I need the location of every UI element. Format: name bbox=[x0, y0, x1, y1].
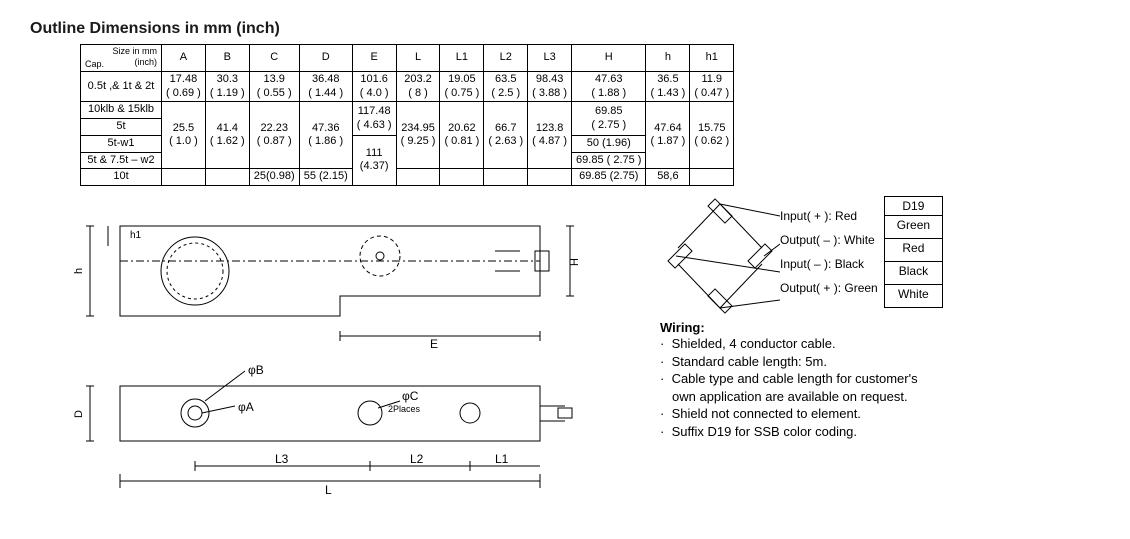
wiring-title: Wiring: bbox=[660, 320, 1100, 335]
d19-header: D19 bbox=[885, 197, 942, 216]
two-places: 2Places bbox=[388, 404, 421, 414]
dim-phiB: φB bbox=[248, 363, 264, 377]
dimensions-table: Size in mm (inch) Cap. A B C D E L L1 L2… bbox=[80, 44, 734, 186]
cap-cell: 10klb & 15klb bbox=[81, 102, 162, 119]
cap-cell: 5t bbox=[81, 119, 162, 136]
table-row: 10klb & 15klb 25.5( 1.0 ) 41.4( 1.62 ) 2… bbox=[81, 102, 734, 119]
col-B: B bbox=[205, 45, 249, 72]
col-E: E bbox=[352, 45, 396, 72]
col-L2: L2 bbox=[484, 45, 528, 72]
d19-column: D19 Green Red Black White bbox=[884, 196, 943, 308]
col-C: C bbox=[249, 45, 299, 72]
dim-L3: L3 bbox=[275, 452, 289, 466]
cap-cell: 0.5t ,& 1t & 2t bbox=[81, 71, 162, 102]
dim-L2: L2 bbox=[410, 452, 424, 466]
dim-phiA: φA bbox=[238, 400, 254, 414]
dim-D: D bbox=[73, 410, 85, 418]
col-L: L bbox=[396, 45, 440, 72]
dim-h1: h1 bbox=[130, 230, 142, 241]
wiring-bullet: Standard cable length: 5m. bbox=[660, 353, 1100, 371]
d19-cell: Green bbox=[885, 216, 942, 239]
dim-L1: L1 bbox=[495, 452, 509, 466]
table-row: 10t 25(0.98) 55 (2.15) 69.85 (2.75) 58,6 bbox=[81, 169, 734, 186]
d19-cell: White bbox=[885, 285, 942, 307]
d19-cell: Red bbox=[885, 239, 942, 262]
cap-cell: 5t & 7.5t – w2 bbox=[81, 152, 162, 169]
col-h1: h1 bbox=[690, 45, 734, 72]
col-h: h bbox=[646, 45, 690, 72]
wiring-legend: Input( + ): Red Output( – ): White Input… bbox=[660, 196, 1100, 316]
table-row: 0.5t ,& 1t & 2t 17.48( 0.69 ) 30.3( 1.19… bbox=[81, 71, 734, 102]
col-H: H bbox=[572, 45, 646, 72]
dim-E: E bbox=[430, 337, 438, 351]
col-A: A bbox=[162, 45, 206, 72]
table-corner: Size in mm (inch) Cap. bbox=[81, 45, 162, 72]
dim-L: L bbox=[325, 483, 332, 497]
d19-cell: Black bbox=[885, 262, 942, 285]
wiring-bullet-cont: own application are available on request… bbox=[660, 388, 1100, 406]
wiring-bullet: Shield not connected to element. bbox=[660, 405, 1100, 423]
col-L1: L1 bbox=[440, 45, 484, 72]
wiring-bullet: Cable type and cable length for customer… bbox=[660, 370, 1100, 388]
wire-label: Input( – ): Black bbox=[780, 252, 878, 276]
dim-phiC: φC bbox=[402, 389, 419, 403]
page-title: Outline Dimensions in mm (inch) bbox=[30, 20, 1100, 38]
outline-diagram: h h1 E H bbox=[30, 196, 650, 519]
wiring-list: Shielded, 4 conductor cable. Standard ca… bbox=[660, 335, 1100, 440]
wire-label: Output( + ): Green bbox=[780, 276, 878, 300]
cap-cell: 5t-w1 bbox=[81, 135, 162, 152]
wire-labels: Input( + ): Red Output( – ): White Input… bbox=[780, 204, 878, 300]
wire-label: Input( + ): Red bbox=[780, 204, 878, 228]
dim-H: H bbox=[569, 258, 581, 266]
wire-label: Output( – ): White bbox=[780, 228, 878, 252]
col-L3: L3 bbox=[528, 45, 572, 72]
dim-h: h bbox=[73, 268, 85, 274]
bridge-icon bbox=[660, 196, 780, 316]
wiring-bullet: Shielded, 4 conductor cable. bbox=[660, 335, 1100, 353]
col-D: D bbox=[299, 45, 352, 72]
wiring-bullet: Suffix D19 for SSB color coding. bbox=[660, 423, 1100, 441]
cap-cell: 10t bbox=[81, 169, 162, 186]
